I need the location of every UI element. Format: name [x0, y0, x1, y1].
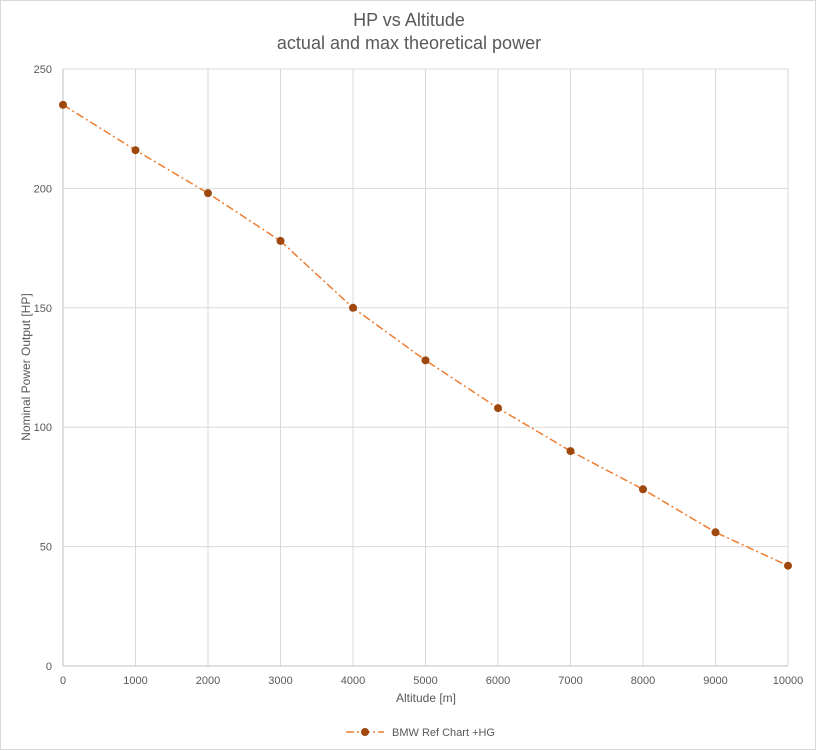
legend-marker [361, 728, 369, 736]
axes [62, 69, 788, 667]
x-tick-label: 7000 [558, 675, 582, 687]
data-point [421, 356, 430, 365]
x-tick-label: 9000 [703, 675, 727, 687]
data-point [711, 528, 720, 537]
x-tick-label: 3000 [268, 675, 292, 687]
legend-label: BMW Ref Chart +HG [392, 727, 495, 739]
x-tick-label: 2000 [196, 675, 220, 687]
data-point [566, 447, 575, 456]
y-tick-label: 0 [46, 661, 52, 673]
x-tick-label: 10000 [773, 675, 804, 687]
y-tick-label: 200 [34, 183, 52, 195]
x-tick-label: 0 [60, 675, 66, 687]
data-point [494, 404, 502, 413]
data-point [639, 485, 647, 494]
x-tick-label: 6000 [486, 675, 510, 687]
y-tick-label: 50 [40, 542, 52, 554]
chart-title: HP vs Altitude [353, 10, 465, 30]
data-point [276, 236, 285, 245]
y-tick-label: 250 [34, 64, 52, 76]
data-point [59, 100, 67, 109]
x-tick-labels: 0 1000 2000 3000 4000 5000 6000 7000 8000 9000 100… [60, 675, 803, 687]
x-tick-label: 1000 [123, 675, 147, 687]
y-axis-label: Nominal Power Output [HP] [19, 293, 33, 440]
y-tick-label: 150 [34, 303, 52, 315]
data-point [131, 146, 140, 155]
chart-subtitle: actual and max theoretical power [277, 33, 541, 53]
x-tick-label: 4000 [341, 675, 365, 687]
y-tick-labels: 0 50 100 150 200 250 [34, 64, 52, 673]
x-tick-label: 8000 [631, 675, 655, 687]
data-point [784, 561, 792, 570]
x-axis-label: Altitude [m] [396, 691, 456, 705]
x-tick-label: 5000 [413, 675, 437, 687]
data-point [349, 303, 357, 312]
legend: BMW Ref Chart +HG [346, 727, 495, 739]
data-point [204, 189, 212, 198]
grid-lines [63, 68, 789, 666]
data-points [59, 100, 792, 570]
y-tick-label: 100 [34, 422, 52, 434]
